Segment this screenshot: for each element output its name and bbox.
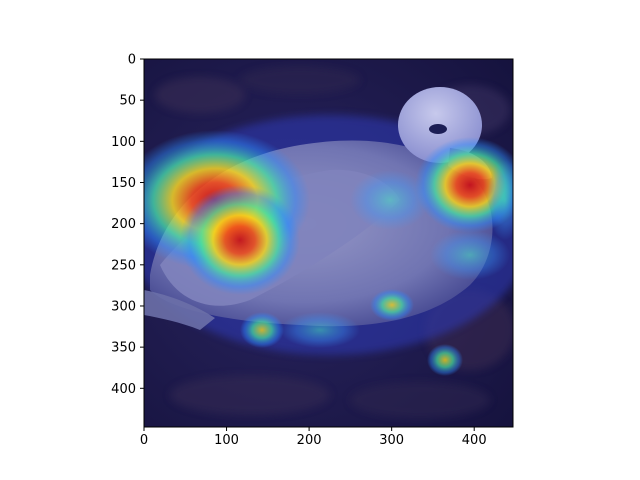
x-tick-label: 300: [379, 433, 404, 448]
x-tick-label: 100: [214, 433, 239, 448]
plot-frame: [143, 58, 514, 428]
y-tick-label: 350: [111, 341, 136, 356]
y-tick-label: 50: [119, 94, 136, 109]
y-tick-label: 0: [128, 53, 136, 68]
y-axis: 0 50 100 150 200 250 300 350 400: [111, 53, 144, 397]
x-tick-label: 400: [462, 433, 487, 448]
heatmap-image: [144, 59, 513, 427]
y-tick-label: 300: [111, 299, 136, 314]
y-tick-label: 250: [111, 258, 136, 273]
y-tick-label: 200: [111, 217, 136, 232]
x-axis: 0 100 200 300 400: [140, 427, 487, 448]
x-tick-label: 0: [140, 433, 148, 448]
y-tick-label: 400: [111, 382, 136, 397]
y-tick-label: 150: [111, 176, 136, 191]
y-tick-label: 100: [111, 135, 136, 150]
x-tick-label: 200: [297, 433, 322, 448]
